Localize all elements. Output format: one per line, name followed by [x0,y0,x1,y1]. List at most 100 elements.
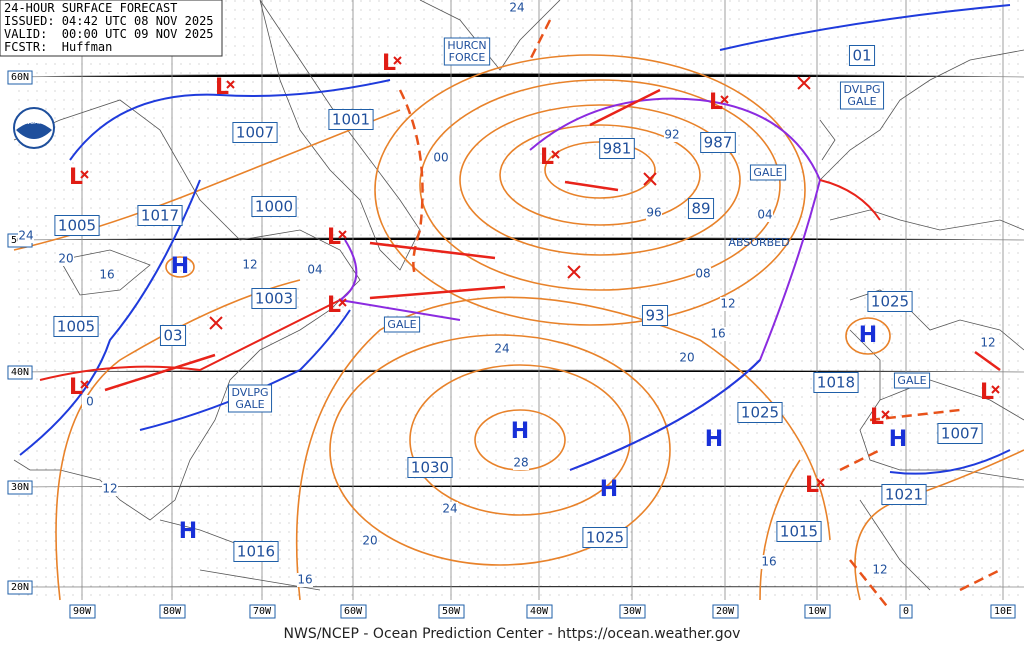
isobar-label-bg [307,263,323,277]
isobar-label-bg [695,267,711,281]
isobar-label: 12 [980,336,995,350]
warning-text: GALE [897,374,926,387]
isobar-label-bg [18,229,34,243]
longitude-label-box [69,604,96,619]
low-center-marker [720,95,729,104]
latitude-label: 30N [11,482,29,493]
isobar-label-bg [242,258,258,272]
isobar-label: 20 [679,351,694,365]
pressure-label-box [867,291,913,312]
longitude-label: 30W [623,606,642,617]
isobar-label: 12 [102,482,117,496]
pressure-label: 89 [691,200,710,218]
low-center-marker [338,298,347,307]
isobar-label: 16 [710,327,725,341]
pressure-label-box [251,196,297,217]
latitude-label-box [7,580,33,595]
low-position-marker [643,172,657,186]
isobar-label: 04 [757,208,772,222]
isobar-label-bg [513,456,529,470]
isobar-label: 92 [664,128,679,142]
warning-text: GALE [235,398,264,411]
longitude-label: 0 [903,606,909,617]
isobar-label-bg [494,342,510,356]
isobar-label-bg [679,351,695,365]
isobar-label-bg [99,268,115,282]
longitude-label-box [990,604,1016,619]
pressure-label-box [232,122,278,143]
isobar-label-bg [297,573,313,587]
longitude-label-box [899,604,913,619]
isobars [13,54,1024,601]
isobar-label: 24 [18,229,33,243]
pressure-label: 1005 [57,318,95,336]
pressure-label-box [233,541,279,562]
isobar-label-bg [757,208,773,222]
header-valid: VALID: 00:00 UTC 09 NOV 2025 [4,27,214,41]
fronts [19,4,1011,611]
low-pressure-center: L [215,75,229,100]
low-center-marker [393,56,402,65]
isobar-label: 20 [58,252,73,266]
latitude-label: 20N [11,582,29,593]
pressure-label-box [407,457,453,478]
isobar-label: 04 [307,263,322,277]
pressure-label: 1005 [58,217,96,235]
pressure-label: 1000 [255,198,293,216]
pressure-label-box [54,215,100,236]
low-pressure-center: L [540,145,554,170]
low-center-marker [551,150,560,159]
isobar-label: 12 [242,258,257,272]
svg-text:NOAA: NOAA [25,119,43,126]
low-center-marker [226,80,235,89]
pressure-label-box [687,198,715,219]
pressure-label: 01 [852,47,871,65]
isobar-label-bg [664,128,680,142]
pressure-label: 1017 [141,207,179,225]
longitude-label-box [340,604,367,619]
pressure-label-box [881,484,927,505]
longitude-label-box [804,604,831,619]
longitude-label-box [249,604,276,619]
pressure-label-box [53,316,99,337]
warning-box [839,81,885,110]
header-box [0,0,223,57]
warning-box [443,37,491,66]
pressure-label: 1021 [885,486,923,504]
longitude-label-box [438,604,465,619]
header-title: 24-HOUR SURFACE FORECAST [4,1,177,15]
low-center-marker [881,410,890,419]
low-pressure-center: L [327,293,341,318]
low-pressure-center: L [805,473,819,498]
warning-text: GALE [847,95,876,108]
isobar-label-bg [58,252,74,266]
isobar-label: 16 [761,555,776,569]
pressure-label-box [328,109,374,130]
header-forecaster: FCSTR: Huffman [4,40,112,54]
low-position-marker [797,76,811,90]
isobar-label: 20 [362,534,377,548]
longitude-label: 80W [163,606,182,617]
isobar-label-bg [102,482,118,496]
isobar-label-bg [720,297,736,311]
isobar-label: 0 [86,395,94,409]
footer: NWS/NCEP - Ocean Prediction Center - htt… [284,626,741,642]
warning-box [383,316,421,333]
pressure-label-box [641,305,669,326]
pressure-label: 93 [645,307,664,325]
warning-text: DVLPG [231,386,268,399]
pressure-label: 981 [603,140,632,158]
warning-text: FORCE [449,51,486,64]
warning-text: HURCN [447,39,486,52]
warning-box [227,384,273,413]
pressure-label-box [582,527,628,548]
low-position-marker [209,316,223,330]
isobar-label-bg [509,1,525,15]
longitude-label-box [712,604,739,619]
low-center-marker [816,478,825,487]
latitude-label-box [7,70,33,85]
low-pressure-center: L [870,405,884,430]
isobar-label-bg [710,327,726,341]
pressure-label: 1030 [411,459,449,477]
longitude-label: 20W [716,606,735,617]
